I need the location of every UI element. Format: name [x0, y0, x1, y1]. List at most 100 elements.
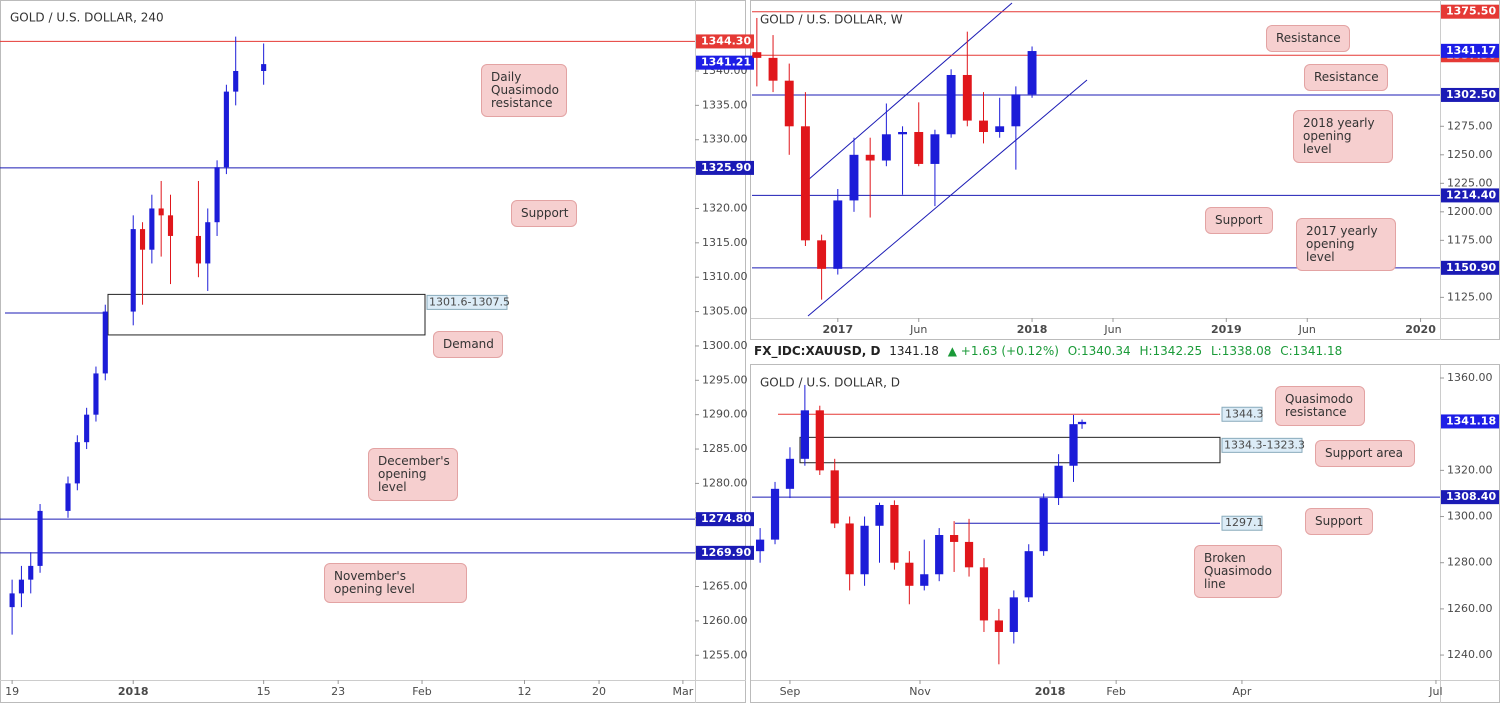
candle-body: [84, 414, 90, 443]
candle-body: [995, 126, 1005, 133]
x-tick-label: Nov: [909, 685, 931, 698]
channel-line: [807, 79, 1088, 317]
y-tick-label: 1260.00: [702, 614, 748, 627]
x-tick-label: Jun: [1298, 323, 1316, 336]
candle-body: [950, 535, 959, 542]
y-tick-label: 1255.00: [702, 648, 748, 661]
y-tick-label: 1295.00: [702, 373, 748, 386]
y-tick-label: 1335.00: [702, 98, 748, 111]
x-tick-label: Feb: [412, 685, 431, 698]
y-tick-label: 1280.00: [1447, 556, 1493, 569]
level-label: 1344.3: [1225, 407, 1264, 420]
candle-body: [93, 373, 99, 415]
x-tick-label: 2018: [1035, 685, 1066, 698]
y-tick-label: 1290.00: [702, 408, 748, 421]
level-tag: [696, 160, 754, 175]
x-tick-label: Jun: [909, 323, 927, 336]
level-tag-label: 1214.40: [1446, 188, 1496, 201]
symbol-header: FX_IDC:XAUUSD, D 1341.18 ▲ +1.63 (+0.12%…: [754, 344, 1347, 358]
candle-body: [785, 458, 795, 489]
last-price-tag: [1441, 414, 1499, 429]
callout: Resistance: [1304, 64, 1388, 91]
level-tag: [1441, 260, 1499, 275]
candle-body: [800, 410, 809, 459]
zone-label-box: [1221, 437, 1303, 453]
y-tick-label: 1265.00: [702, 580, 748, 593]
level-tag: [1441, 4, 1499, 19]
last-price-tag: [1441, 43, 1499, 58]
candle-body: [770, 488, 780, 540]
level-label-box: [1221, 406, 1263, 422]
candle-body: [946, 74, 956, 135]
y-tick-label: 1260.00: [1447, 602, 1493, 615]
candle-body: [845, 523, 854, 575]
y-tick-label: 1200.00: [1447, 205, 1493, 218]
y-tick-label: 1310.00: [702, 270, 748, 283]
candle-body: [979, 567, 989, 621]
y-tick-label: 1175.00: [1447, 233, 1493, 246]
zone: [799, 436, 1221, 464]
candle-body: [817, 240, 827, 269]
x-tick-label: 2018: [118, 685, 149, 698]
level-tag: [1441, 188, 1499, 203]
level-tag-label: 1269.90: [701, 546, 751, 559]
level-tag: [696, 545, 754, 560]
x-tick-label: 20: [592, 685, 606, 698]
candle-body: [905, 562, 914, 586]
candle-body: [784, 80, 794, 127]
x-tick-label: 19: [5, 685, 19, 698]
candle-body: [865, 154, 875, 161]
candle-body: [205, 222, 211, 264]
callout: Daily Quasimodo resistance: [481, 64, 567, 117]
level-tag-label: 1150.90: [1446, 261, 1496, 274]
level-tag-label: 1274.80: [701, 512, 751, 525]
zone-label: 1301.6-1307.5: [429, 295, 510, 308]
candle-body: [898, 132, 908, 135]
x-tick-label: Mar: [673, 685, 694, 698]
candle-body: [195, 235, 202, 264]
last: 1341.18: [889, 344, 939, 358]
level-tag: [696, 512, 754, 527]
level-tag-label: 1325.90: [701, 161, 751, 174]
x-tick-label: Jul: [1428, 685, 1442, 698]
channel-line: [807, 2, 1013, 181]
symbol: FX_IDC:XAUUSD, D: [754, 344, 881, 358]
callout: Support: [1305, 508, 1373, 535]
last-price: 1341.21: [701, 56, 751, 69]
candle-body: [930, 134, 940, 164]
y-tick-label: 1240.00: [1447, 648, 1493, 661]
candle-body: [37, 510, 43, 566]
y-tick-label: 1315.00: [702, 236, 748, 249]
x-tick-label: 2019: [1211, 323, 1242, 336]
callout: 2018 yearly opening level: [1293, 110, 1393, 163]
candle-body: [815, 410, 824, 471]
callout: Support: [1205, 207, 1273, 234]
y-tick-label: 1300.00: [1447, 510, 1493, 523]
x-tick-label: 23: [331, 685, 345, 698]
callout: Support: [511, 200, 577, 227]
candle-body: [755, 539, 765, 552]
level-tag-label: 1375.50: [1446, 5, 1496, 18]
candle-body: [158, 208, 164, 216]
candle-body: [890, 504, 899, 563]
y-tick-label: 1225.00: [1447, 176, 1493, 189]
candle-body: [9, 593, 15, 608]
high: H:1342.25: [1139, 344, 1203, 358]
x-tick-label: Jun: [1103, 323, 1121, 336]
callout: 2017 yearly opening level: [1296, 218, 1396, 271]
callout: December's opening level: [368, 448, 458, 501]
callout: Support area: [1315, 440, 1415, 467]
candle-body: [881, 134, 891, 161]
candle-body: [102, 311, 108, 374]
candle-body: [149, 208, 155, 250]
chart-title: GOLD / U.S. DOLLAR, W: [760, 13, 903, 27]
y-tick-label: 1125.00: [1447, 290, 1493, 303]
x-tick-label: Sep: [780, 685, 801, 698]
y-tick-label: 1320.00: [1447, 463, 1493, 476]
close: C:1341.18: [1280, 344, 1343, 358]
candle-body: [1069, 424, 1078, 466]
candle-body: [167, 215, 174, 236]
low: L:1338.08: [1211, 344, 1272, 358]
x-tick-label: 12: [518, 685, 532, 698]
